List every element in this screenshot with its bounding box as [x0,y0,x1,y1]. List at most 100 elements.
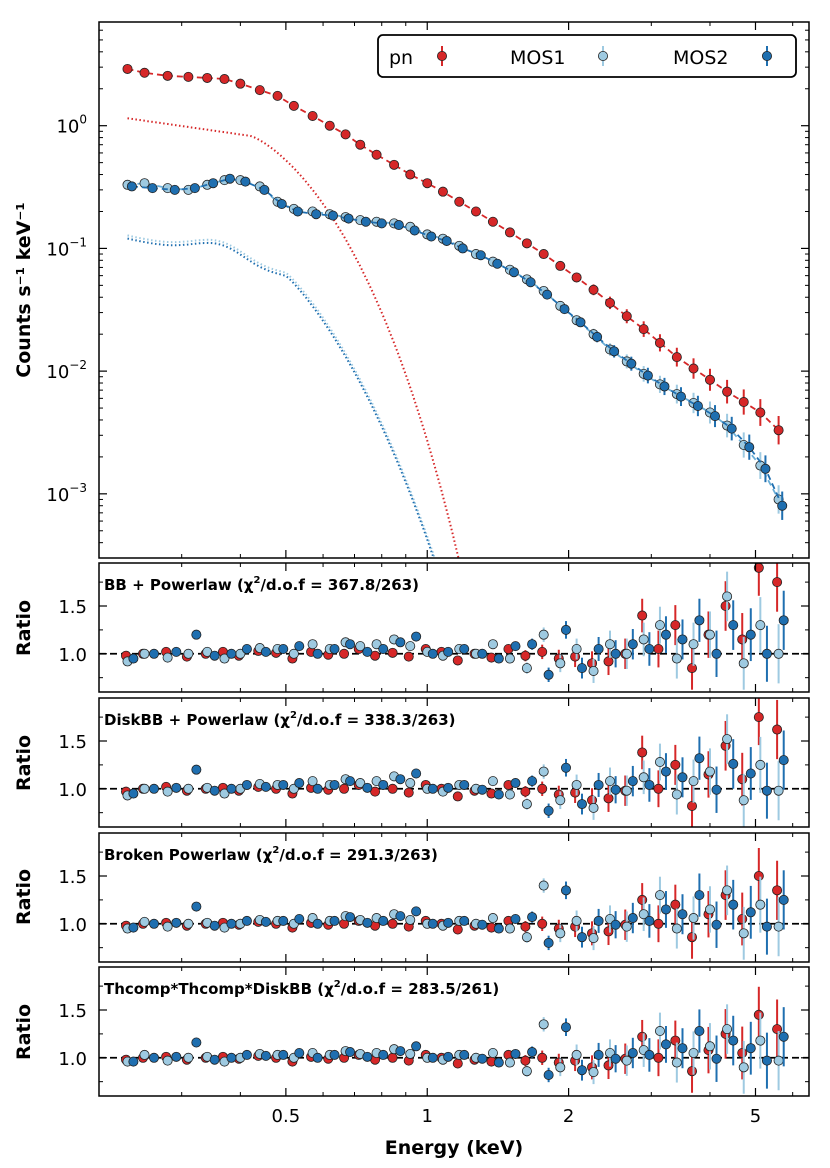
ratio-y-tick-label: 1.0 [58,780,87,801]
mos2-ratio-point [610,919,621,930]
mos2-ratio-point [395,637,406,648]
mos2-ratio-point [241,1049,252,1060]
mos2-data-point [441,235,452,246]
mos1-ratio-point [555,795,566,806]
mos1-ratio-point [773,921,784,932]
mos1-ratio-point [755,1035,766,1046]
mos1-ratio-point [688,776,699,787]
mos2-ratio-point [694,890,705,901]
pn-data-point [454,196,465,207]
mos2-ratio-point [459,644,470,655]
mos2-ratio-point [329,915,340,926]
ratio-data [99,986,809,1094]
y-tick-label: 10−3 [46,481,87,506]
pn-ratio-point [670,1035,681,1046]
mos2-ratio-point [677,1043,688,1054]
mos2-data-point [609,346,620,357]
mos2-ratio-point [493,789,504,800]
mos2-data-point [508,267,519,278]
mos1-ratio-point [755,759,766,770]
pn-data-point [504,227,515,238]
mos2-ratio-point [345,639,356,650]
ratio-title-rest: /d.o.f = 291.3/263) [279,846,438,864]
y-tick-exponent: −1 [69,235,87,249]
mos2-ratio-point [443,1051,454,1062]
mos1-ratio-point [722,1024,733,1035]
pn-data-point [272,90,283,101]
mos2-ratio-point [443,782,454,793]
ratio-panel-title: Thcomp*Thcomp*DiskBB (χ2/d.o.f = 283.5/2… [104,979,499,998]
mos2-ratio-point [278,1049,289,1060]
ratio-y-tick-label: 1.0 [58,1049,87,1070]
mos2-data-point [692,400,703,411]
mos1-ratio-point [588,933,599,944]
ratio-frame [98,832,810,963]
pn-ratio-point [537,918,548,929]
mos2-ratio-point [345,1047,356,1058]
x-axis-label: Energy (keV) [385,1137,523,1159]
mos1-ratio-point [588,802,599,813]
mos2-ratio-point [560,624,571,635]
pn-data-point [487,216,498,227]
mos2-ratio-point [191,764,202,775]
mos2-ratio-point [395,911,406,922]
pn-ratio-point [637,610,648,621]
mos2-ratio-point [627,1048,638,1059]
mos2-ratio-point [745,1043,756,1054]
mos2-ratio-point [260,646,271,657]
ratio-panel-title: Broken Powerlaw (χ2/d.o.f = 291.3/263) [104,845,438,864]
pn-data-point [688,363,699,374]
pn-ratio-point [737,914,748,925]
mos1-ratio-point [704,766,715,777]
legend: pn MOS1 MOS2 [377,34,797,78]
mos2-ratio-point [171,782,182,793]
pn-ratio-point [403,787,414,798]
ratio-data [99,698,809,827]
pn-data-point [219,74,230,85]
mos2-data-point [360,216,371,227]
mos1-ratio-point [738,795,749,806]
mos2-ratio-point [593,779,604,790]
mos2-data-point [376,218,387,229]
mos2-ratio-point [543,669,554,680]
mos1-ratio-point [704,629,715,640]
mos1-ratio-point [504,923,515,934]
mos2-data-point [276,199,287,210]
pn-ratio-point [339,648,350,659]
y-tick-base: 10 [46,485,69,506]
spectrum-y-axis-label: Counts s⁻¹ keV⁻¹ [13,202,35,377]
mos2-ratio-point [761,921,772,932]
ratio-panel-3: 1.0 1.5 Broken Powerlaw (χ2/d.o.f = 291.3/… [58,832,810,963]
pn-data-point [202,72,213,83]
pn-ratio-point [737,634,748,645]
pn-ratio-point [772,1024,783,1035]
mos2-data-point [147,183,158,194]
mos2-ratio-point [149,783,160,794]
pn-ratio-point [387,1052,398,1063]
mos1-ratio-point [504,1057,515,1068]
y-tick-exponent: −3 [69,481,87,495]
mos2-ratio-point [241,644,252,655]
ratio-title-main: Broken Powerlaw (χ [104,846,273,864]
mos1-ratio-point [183,648,194,659]
mos2-ratio-point [128,788,139,799]
mos2-ratio-point [493,1057,504,1068]
mos2-ratio-point [226,1052,237,1063]
mos1-ratio-point [555,1062,566,1073]
mos1-ratio-point [521,663,532,674]
ratio-data [99,563,809,690]
mos2-ratio-point [711,919,722,930]
mos2-ratio-point [128,1056,139,1067]
mos2-ratio-point [627,776,638,787]
mos2-data-point [542,289,553,300]
pn-ratio-point [687,1066,698,1077]
mos2-ratio-point [171,646,182,657]
pn-data-point [555,260,566,271]
ratio-title-superscript: 2 [290,710,297,721]
pn-data-point [470,206,481,217]
ratio-title-main: Thcomp*Thcomp*DiskBB (χ [104,980,334,998]
mos2-ratio-point [128,922,139,933]
mos2-ratio-point [711,784,722,795]
mos1-ratio-point [162,1055,173,1066]
mos1-ratio-point [722,591,733,602]
